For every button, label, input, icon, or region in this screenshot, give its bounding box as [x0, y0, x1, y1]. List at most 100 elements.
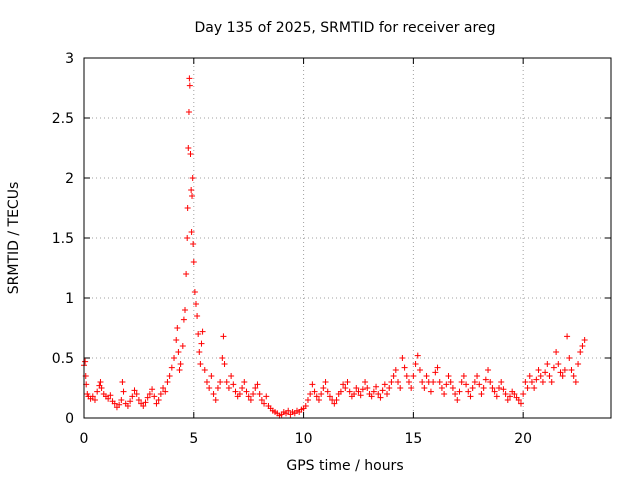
data-point	[557, 369, 564, 376]
data-point	[568, 367, 575, 373]
data-point	[107, 392, 114, 399]
data-point	[190, 241, 197, 247]
data-point	[258, 397, 265, 403]
data-point	[524, 385, 531, 391]
data-point	[220, 333, 227, 340]
data-point	[575, 361, 582, 367]
data-point	[482, 376, 489, 383]
data-point	[326, 393, 333, 400]
data-point	[185, 145, 192, 151]
data-point	[180, 316, 187, 323]
data-point	[250, 391, 257, 397]
data-point	[465, 388, 472, 395]
data-point	[176, 367, 183, 373]
data-point	[206, 385, 213, 391]
data-point	[377, 394, 384, 401]
data-point	[168, 364, 175, 371]
data-point	[91, 397, 98, 403]
data-point	[195, 331, 202, 337]
data-point	[531, 385, 538, 391]
data-point	[542, 369, 549, 376]
data-point	[164, 379, 171, 385]
data-point	[189, 193, 196, 199]
data-point	[155, 397, 162, 403]
data-point	[456, 388, 463, 395]
data-point	[489, 385, 496, 391]
data-point	[423, 373, 430, 379]
y-tick-label: 3	[65, 51, 74, 67]
data-point	[254, 381, 261, 388]
x-axis-label: GPS time / hours	[286, 458, 403, 474]
data-point	[403, 373, 410, 379]
data-point	[522, 379, 529, 385]
data-point	[225, 385, 232, 391]
data-point	[173, 337, 180, 343]
data-point	[198, 340, 205, 347]
data-point	[362, 379, 369, 385]
data-point	[434, 364, 441, 371]
data-point	[447, 379, 454, 385]
data-point	[467, 393, 474, 400]
data-point	[307, 391, 314, 397]
data-point	[188, 229, 195, 235]
data-point	[539, 379, 546, 385]
data-point	[441, 391, 448, 397]
data-point	[515, 397, 522, 403]
data-point	[185, 109, 192, 115]
data-point	[194, 313, 201, 319]
x-tick-label: 15	[404, 431, 422, 447]
data-point	[203, 379, 210, 385]
y-tick-label: 0	[65, 411, 74, 427]
data-point	[471, 379, 478, 385]
chart-title: Day 135 of 2025, SRMTID for receiver are…	[195, 20, 496, 36]
data-point	[357, 392, 364, 399]
data-point	[313, 393, 320, 400]
data-point	[89, 393, 96, 400]
data-point	[223, 379, 230, 385]
data-point	[129, 393, 136, 400]
y-tick-label: 1.5	[52, 231, 74, 247]
data-point	[97, 379, 104, 385]
y-axis-label: SRMTID / TECUs	[6, 182, 22, 295]
data-point	[432, 369, 439, 376]
y-tick-label: 1	[65, 291, 74, 307]
data-point	[449, 385, 456, 391]
data-point	[210, 391, 217, 397]
data-point	[493, 393, 500, 400]
data-point	[384, 391, 391, 397]
data-points	[81, 75, 588, 419]
data-point	[153, 400, 160, 407]
data-point	[353, 385, 360, 391]
grid-lines	[84, 58, 611, 418]
data-point	[144, 394, 151, 401]
data-point	[491, 388, 498, 395]
data-point	[408, 385, 415, 391]
x-tick-label: 10	[295, 431, 313, 447]
data-point	[324, 388, 331, 395]
data-point	[149, 386, 156, 393]
data-point	[228, 373, 235, 379]
data-point	[309, 381, 316, 388]
data-point	[421, 385, 428, 391]
data-point	[135, 397, 142, 403]
data-point	[487, 379, 494, 385]
data-point	[184, 235, 191, 241]
data-point	[311, 388, 318, 395]
axis-ticks: 0 0.5 1 1.5 2 2.5 3 0 5 10 15 20	[52, 51, 611, 447]
data-point	[419, 379, 426, 385]
data-point	[333, 397, 340, 403]
data-point	[82, 358, 89, 365]
data-point	[436, 379, 443, 385]
data-point	[443, 381, 450, 388]
data-point	[392, 367, 399, 373]
data-point	[212, 397, 219, 403]
data-point	[410, 373, 417, 379]
data-point	[412, 361, 419, 367]
data-point	[577, 349, 584, 355]
data-point	[304, 397, 311, 403]
data-point	[553, 349, 560, 355]
data-point	[427, 388, 434, 395]
data-point	[537, 373, 544, 379]
data-point	[157, 391, 164, 397]
